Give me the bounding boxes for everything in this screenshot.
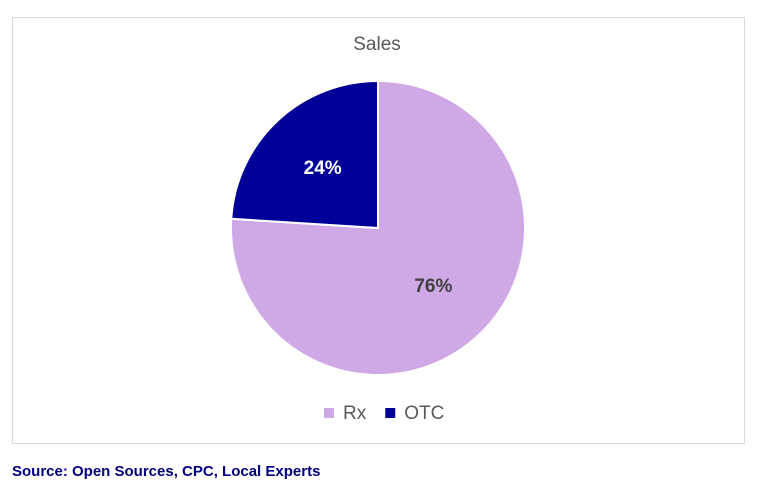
legend-swatch [324,408,334,418]
pie-slice [230,79,379,230]
legend-swatch [385,408,396,418]
chart-title: Sales [353,34,401,55]
data-label: 24% [304,158,342,179]
legend-label: Rx [343,403,367,424]
data-label: 76% [414,276,452,297]
legend-label: OTC [404,403,444,424]
source-note: Source: Open Sources, CPC, Local Experts [12,463,320,480]
